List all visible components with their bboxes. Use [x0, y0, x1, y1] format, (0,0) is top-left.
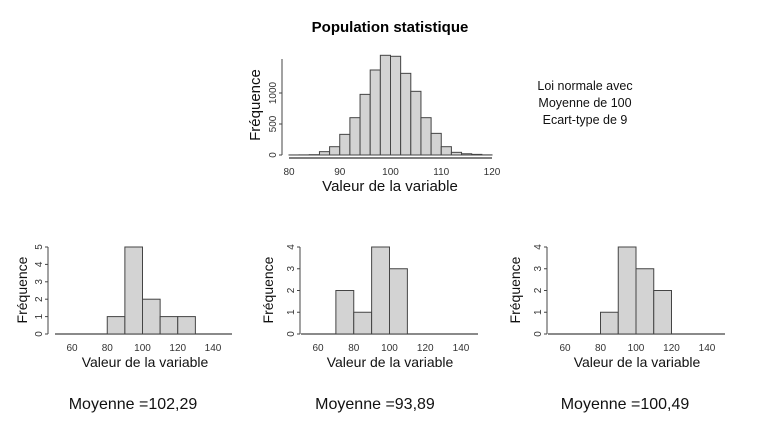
y-tick-label: 2: [286, 287, 297, 293]
x-tick-label: 100: [382, 167, 399, 178]
note-line: Loi normale avec: [537, 79, 633, 93]
y-tick-label: 0: [34, 331, 45, 337]
y-axis-label: Fréquence: [507, 256, 523, 323]
y-tick-label: 3: [34, 279, 45, 285]
histogram-bar: [142, 298, 161, 335]
histogram-bar: [329, 146, 341, 156]
y-tick-label: 4: [34, 261, 45, 267]
y-tick-label: 2: [533, 287, 544, 293]
x-tick-label: 140: [205, 343, 222, 354]
y-tick-label: 2: [34, 296, 45, 302]
y-axis-label: Fréquence: [247, 69, 264, 141]
x-tick-label: 80: [595, 343, 607, 354]
histogram-bar: [389, 268, 408, 335]
y-tick-label: 0: [286, 331, 297, 337]
histogram-bar: [339, 133, 351, 156]
y-tick-label: 1: [533, 309, 544, 315]
y-tick-label: 4: [286, 244, 297, 250]
x-tick-label: 80: [102, 343, 114, 354]
x-tick-label: 100: [628, 343, 645, 354]
x-tick-label: 80: [348, 343, 360, 354]
y-tick-label: 0: [268, 152, 279, 158]
histogram-bar: [440, 146, 452, 156]
sample-mean-1: Moyenne =102,29: [68, 396, 198, 413]
x-axis-label: Valeur de la variable: [574, 354, 701, 370]
x-axis-label: Valeur de la variable: [327, 354, 454, 370]
histogram-bar: [617, 246, 637, 335]
x-axis-label: Valeur de la variable: [82, 354, 209, 370]
histogram-bar: [369, 69, 381, 156]
histogram-bar: [420, 117, 432, 156]
histogram-bar: [159, 316, 179, 335]
y-axis-label: Fréquence: [14, 256, 30, 323]
histogram-bar: [600, 311, 619, 335]
histogram-bar: [379, 54, 392, 156]
histogram-bar: [450, 151, 463, 156]
histogram-bar: [349, 117, 361, 156]
histogram-bar: [653, 290, 672, 335]
distribution-note: Loi normale avec Moyenne de 100 Ecart-ty…: [530, 78, 640, 129]
histogram-bar: [359, 93, 371, 156]
histogram-bar: [124, 246, 143, 335]
histogram-bar: [400, 72, 412, 156]
histogram-bar: [335, 290, 355, 335]
y-tick-label: 1: [34, 313, 45, 319]
y-tick-label: 1: [286, 309, 297, 315]
y-tick-label: 0: [533, 331, 544, 337]
histogram-bar: [461, 153, 473, 156]
x-tick-label: 60: [559, 343, 571, 354]
x-tick-label: 60: [66, 343, 78, 354]
histogram-bar: [177, 316, 196, 335]
histogram-bar: [318, 151, 331, 156]
histogram-bar: [635, 268, 655, 335]
x-axis-label: Valeur de la variable: [322, 178, 458, 195]
note-line: Ecart-type de 9: [542, 113, 628, 127]
x-tick-label: 100: [134, 343, 151, 354]
y-tick-label: 3: [286, 266, 297, 272]
histogram-bar: [353, 311, 373, 335]
x-tick-label: 140: [453, 343, 470, 354]
x-tick-label: 100: [381, 343, 398, 354]
x-tick-label: 120: [417, 343, 434, 354]
y-axis-label: Fréquence: [260, 256, 276, 323]
x-tick-label: 60: [312, 343, 324, 354]
x-tick-label: 90: [334, 167, 346, 178]
x-tick-label: 80: [283, 167, 295, 178]
y-tick-label: 3: [533, 266, 544, 272]
histogram-bar: [430, 132, 442, 156]
x-tick-label: 120: [169, 343, 186, 354]
y-tick-label: 500: [268, 115, 279, 132]
histogram-bar: [371, 246, 390, 335]
histogram-bar: [410, 90, 422, 156]
x-tick-label: 110: [433, 167, 449, 178]
histogram-bar: [471, 153, 483, 156]
sample-mean-2: Moyenne =93,89: [315, 396, 435, 413]
y-tick-label: 5: [34, 244, 45, 250]
x-tick-label: 140: [699, 343, 716, 354]
sample-mean-3: Moyenne =100,49: [560, 396, 690, 413]
x-tick-label: 120: [663, 343, 680, 354]
histogram-bar: [106, 316, 126, 335]
x-tick-label: 120: [484, 167, 501, 178]
chart-title: Population statistique: [312, 19, 469, 36]
y-tick-label: 4: [533, 244, 544, 250]
y-tick-label: 1000: [268, 81, 279, 104]
note-line: Moyenne de 100: [538, 96, 632, 110]
histogram-bar: [390, 55, 402, 156]
